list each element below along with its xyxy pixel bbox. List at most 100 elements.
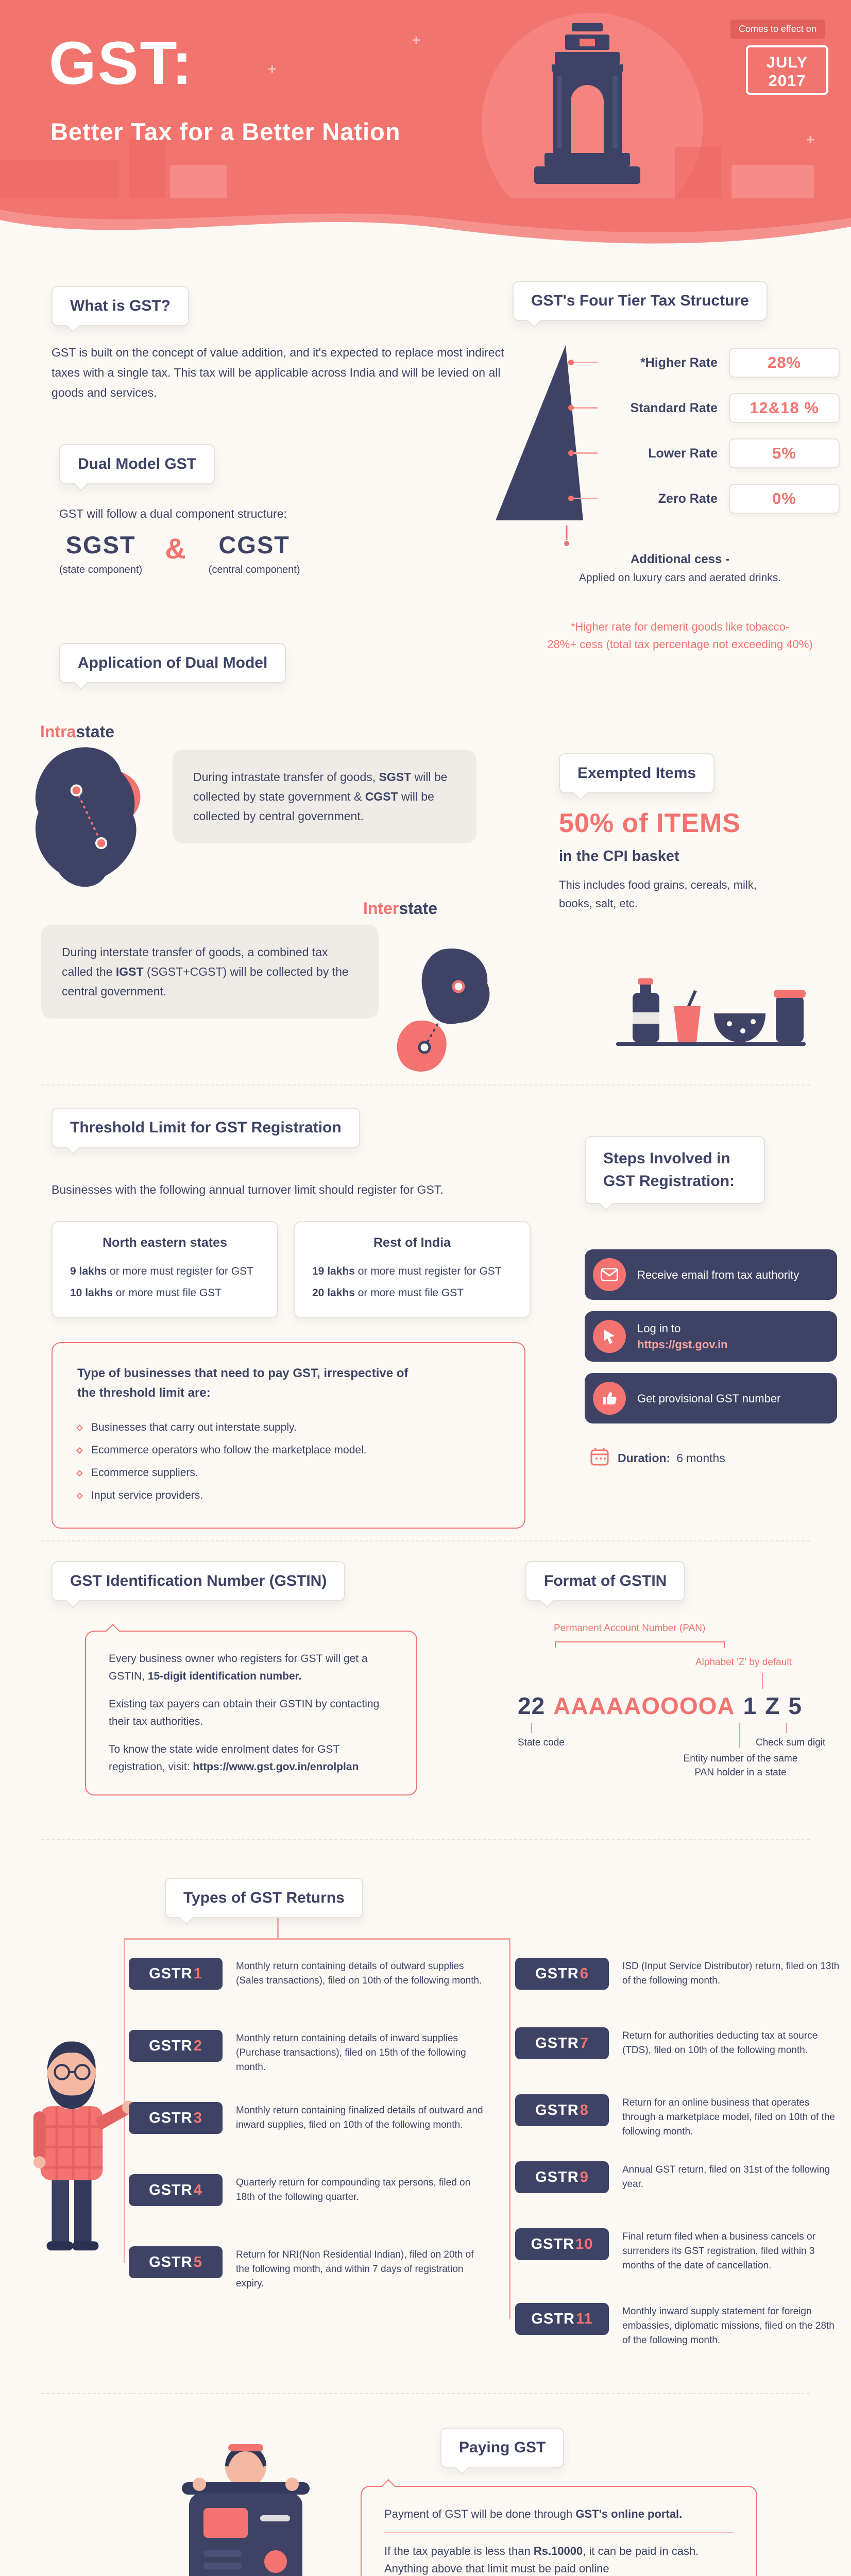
tier-connector	[568, 360, 598, 365]
gstin-paragraph: To know the state wide enrolment dates f…	[109, 1743, 359, 1773]
gstin-digits: 22 AAAAAOOOOA 1 Z 5	[518, 1692, 802, 1720]
checksum-tick	[786, 1723, 787, 1733]
gstr-return-row: GSTR 9 Annual GST return, filed on 31st o…	[515, 2161, 845, 2193]
gstin-format-title-box: Format of GSTIN	[525, 1561, 686, 1601]
state-code-digits: 22	[518, 1692, 546, 1719]
gstr-pill: GSTR 7	[515, 2027, 609, 2059]
gstr-return-row: GSTR 7 Return for authorities deducting t…	[515, 2027, 845, 2059]
exempted-caption: in the CPI basket	[559, 848, 679, 865]
tier-value-box: 28%	[729, 348, 840, 378]
diamond-bullet-icon	[76, 1424, 83, 1431]
gstr-pill: GSTR 1	[129, 1958, 223, 1990]
list-item: Ecommerce suppliers.	[76, 1462, 500, 1484]
z-annotation: Alphabet 'Z' by default	[695, 1657, 792, 1668]
tax-pyramid-illustration	[496, 345, 583, 546]
paying-info-box: Payment of GST will be done through GST'…	[361, 2486, 757, 2576]
payment-kiosk-illustration	[182, 2444, 310, 2576]
gstr-description: Monthly inward supply statement for fore…	[622, 2306, 835, 2346]
tier-connector	[568, 450, 598, 456]
intrastate-label: Intrastate	[40, 722, 115, 741]
presenter-illustration	[33, 2041, 134, 2251]
returns-connector	[277, 1918, 279, 1938]
z-digit: Z	[765, 1692, 780, 1719]
limit-rule: 10 lakhs or more must file GST	[70, 1287, 222, 1299]
gstr-pill: GSTR 6	[515, 1958, 609, 1990]
step-banner-login: Log in to https://gst.gov.in	[585, 1311, 837, 1362]
checksum-label: Check sum digit	[756, 1737, 826, 1748]
entity-digit: 1	[743, 1692, 757, 1719]
interstate-map-illustration	[397, 948, 490, 1072]
application-title-box: Application of Dual Model	[59, 643, 286, 683]
cursor-click-icon	[593, 1320, 626, 1353]
list-item: Input service providers.	[76, 1484, 500, 1507]
tier-value-box: 0%	[729, 484, 840, 514]
header-wave	[0, 198, 851, 244]
what-is-gst-body: GST is built on the concept of value add…	[52, 346, 504, 399]
gstr-pill: GSTR 3	[129, 2102, 223, 2134]
gstr-return-row: GSTR 10 Final return filed when a busines…	[515, 2228, 845, 2273]
northeast-limit-box: North eastern states 9 lakhs or more mus…	[52, 1221, 278, 1318]
tier-label: Zero Rate	[658, 491, 718, 506]
step-banner-email: Receive email from tax authority	[585, 1249, 837, 1300]
header: + + + GST: Better Tax for a Better Natio…	[0, 0, 851, 234]
gstin-format-display: Permanent Account Number (PAN) Alphabet …	[518, 1623, 850, 1798]
tier-label: Standard Rate	[630, 400, 718, 415]
gstr-pill: GSTR 5	[129, 2246, 223, 2278]
northeast-heading: North eastern states	[103, 1235, 227, 1250]
pan-digits: AAAAAOOOOA	[553, 1692, 735, 1719]
decor-plus: +	[268, 61, 277, 77]
gstr-return-row: GSTR 6 ISD (Input Service Distributor) re…	[515, 1958, 845, 1990]
returns-connector	[509, 1938, 510, 2319]
returns-title-box: Types of GST Returns	[165, 1878, 363, 1918]
paying-line-2: If the tax payable is less than Rs.10000…	[384, 2545, 699, 2575]
gstr-description: Return for NRI(Non Residential Indian), …	[236, 2249, 474, 2289]
gstin-title-box: GST Identification Number (GSTIN)	[52, 1561, 346, 1601]
intrastate-map-illustration	[35, 747, 141, 887]
enrolplan-link[interactable]: https://www.gst.gov.in/enrolplan	[193, 1761, 359, 1773]
groceries-illustration	[616, 978, 806, 1046]
steps-title-box: Steps Involved in GST Registration:	[585, 1136, 765, 1204]
z-tick-line	[762, 1673, 763, 1689]
list-item: Ecommerce operators who follow the marke…	[76, 1439, 500, 1462]
special-business-box: Type of businesses that need to pay GST,…	[52, 1342, 525, 1529]
special-business-heading: Type of businesses that need to pay GST,…	[77, 1366, 409, 1400]
gstr-return-row: GSTR 3 Monthly return containing finalize…	[129, 2102, 489, 2134]
interstate-label: Interstate	[363, 899, 438, 918]
ampersand-separator: &	[165, 532, 186, 565]
gstr-return-row: GSTR 4 Quarterly return for compounding t…	[129, 2174, 489, 2206]
gstr-description: Return for authorities deducting tax at …	[622, 2030, 818, 2056]
gstin-paragraph: Every business owner who registers for G…	[109, 1653, 368, 1682]
page-subtitle: Better Tax for a Better Nation	[50, 118, 401, 145]
limit-rule: 20 lakhs or more must file GST	[312, 1287, 464, 1299]
additional-cess-body: Applied on luxury cars and aerated drink…	[578, 572, 781, 584]
paying-line-1: Payment of GST will be done through GST'…	[384, 2507, 683, 2520]
higher-rate-footnote: *Higher rate for demerit goods like toba…	[547, 620, 813, 651]
limit-rule: 19 lakhs or more must register for GST	[312, 1265, 502, 1277]
thumbs-up-icon	[593, 1382, 626, 1415]
step-text: Receive email from tax authority	[637, 1268, 799, 1281]
diamond-bullet-icon	[76, 1447, 83, 1454]
step-text: Get provisional GST number	[637, 1392, 781, 1405]
intrastate-info-box: During intrastate transfer of goods, SGS…	[173, 750, 476, 843]
list-item: Businesses that carry out interstate sup…	[76, 1416, 500, 1439]
gstr-return-row: GSTR 2 Monthly return containing details …	[129, 2030, 489, 2075]
decor-plus: +	[806, 131, 815, 147]
tier-value: 12&18 %	[750, 399, 819, 417]
gst-portal-link[interactable]: https://gst.gov.in	[637, 1338, 728, 1351]
entity-tick	[739, 1723, 740, 1748]
gstr-pill: GSTR 2	[129, 2030, 223, 2062]
tier-label: *Higher Rate	[640, 355, 718, 370]
tax-tier-row: *Higher Rate 28%	[598, 348, 840, 378]
effective-date-badge: JULY 2017	[746, 45, 828, 95]
step-banner-provisional: Get provisional GST number	[585, 1373, 837, 1423]
returns-connector	[124, 1938, 510, 1940]
cgst-subtext: (central component)	[208, 564, 300, 575]
gstin-paragraph: Existing tax payers can obtain their GST…	[109, 1698, 380, 1727]
gstr-pill: GSTR 9	[515, 2161, 609, 2193]
pan-annotation: Permanent Account Number (PAN)	[554, 1623, 706, 1634]
tier-connector	[568, 496, 598, 501]
gstin-info-box: Every business owner who registers for G…	[85, 1631, 417, 1795]
duration-row: Duration: 6 months	[590, 1447, 725, 1469]
what-is-gst-title-box: What is GST?	[52, 286, 189, 326]
